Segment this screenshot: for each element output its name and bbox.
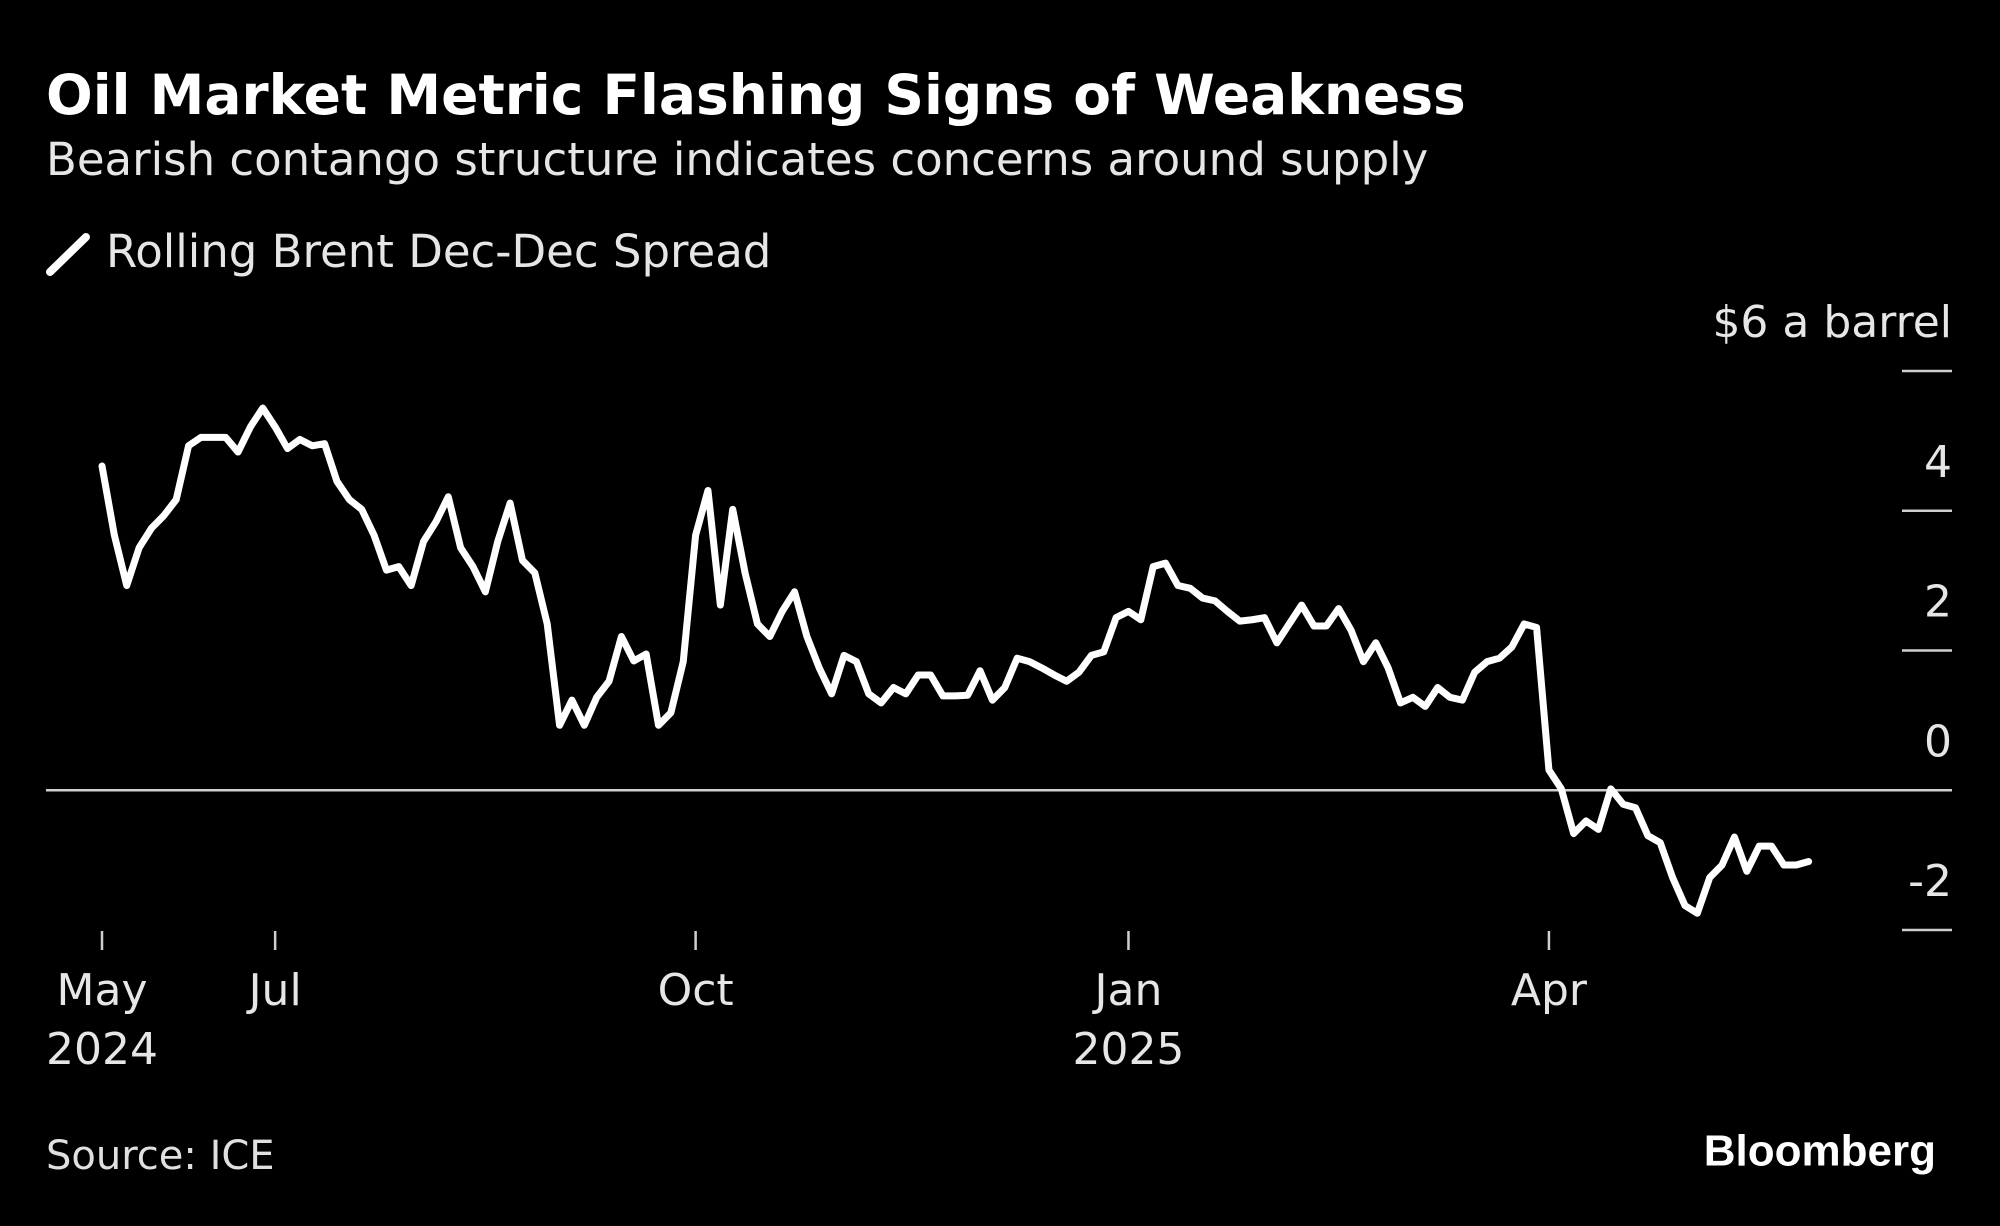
y-tick-label: 0 [1924, 716, 1952, 767]
y-tick-label: 2 [1924, 577, 1952, 628]
x-tick-year: 2025 [1072, 1024, 1184, 1075]
x-tick-label: Jan [1092, 965, 1163, 1016]
x-tick-label: Jul [246, 965, 302, 1016]
x-tick-label: Apr [1511, 965, 1588, 1016]
x-tick-label: May [57, 965, 148, 1016]
data-line [98, 404, 1813, 917]
y-tick-label: 4 [1924, 437, 1952, 488]
x-tick-label: Oct [658, 965, 734, 1016]
y-tick-label: -2 [1908, 856, 1952, 907]
x-tick-year: 2024 [46, 1024, 158, 1075]
legend-label: Rolling Brent Dec-Dec Spread [106, 225, 771, 278]
source: Source: ICE [46, 1133, 275, 1179]
logo: Bloomberg [1704, 1127, 1936, 1176]
chart-title: Oil Market Metric Flashing Signs of Weak… [46, 63, 1466, 127]
y-tick-label: $6 a barrel [1712, 297, 1952, 348]
legend-swatch [46, 233, 90, 276]
chart-subtitle: Bearish contango structure indicates con… [46, 133, 1428, 186]
